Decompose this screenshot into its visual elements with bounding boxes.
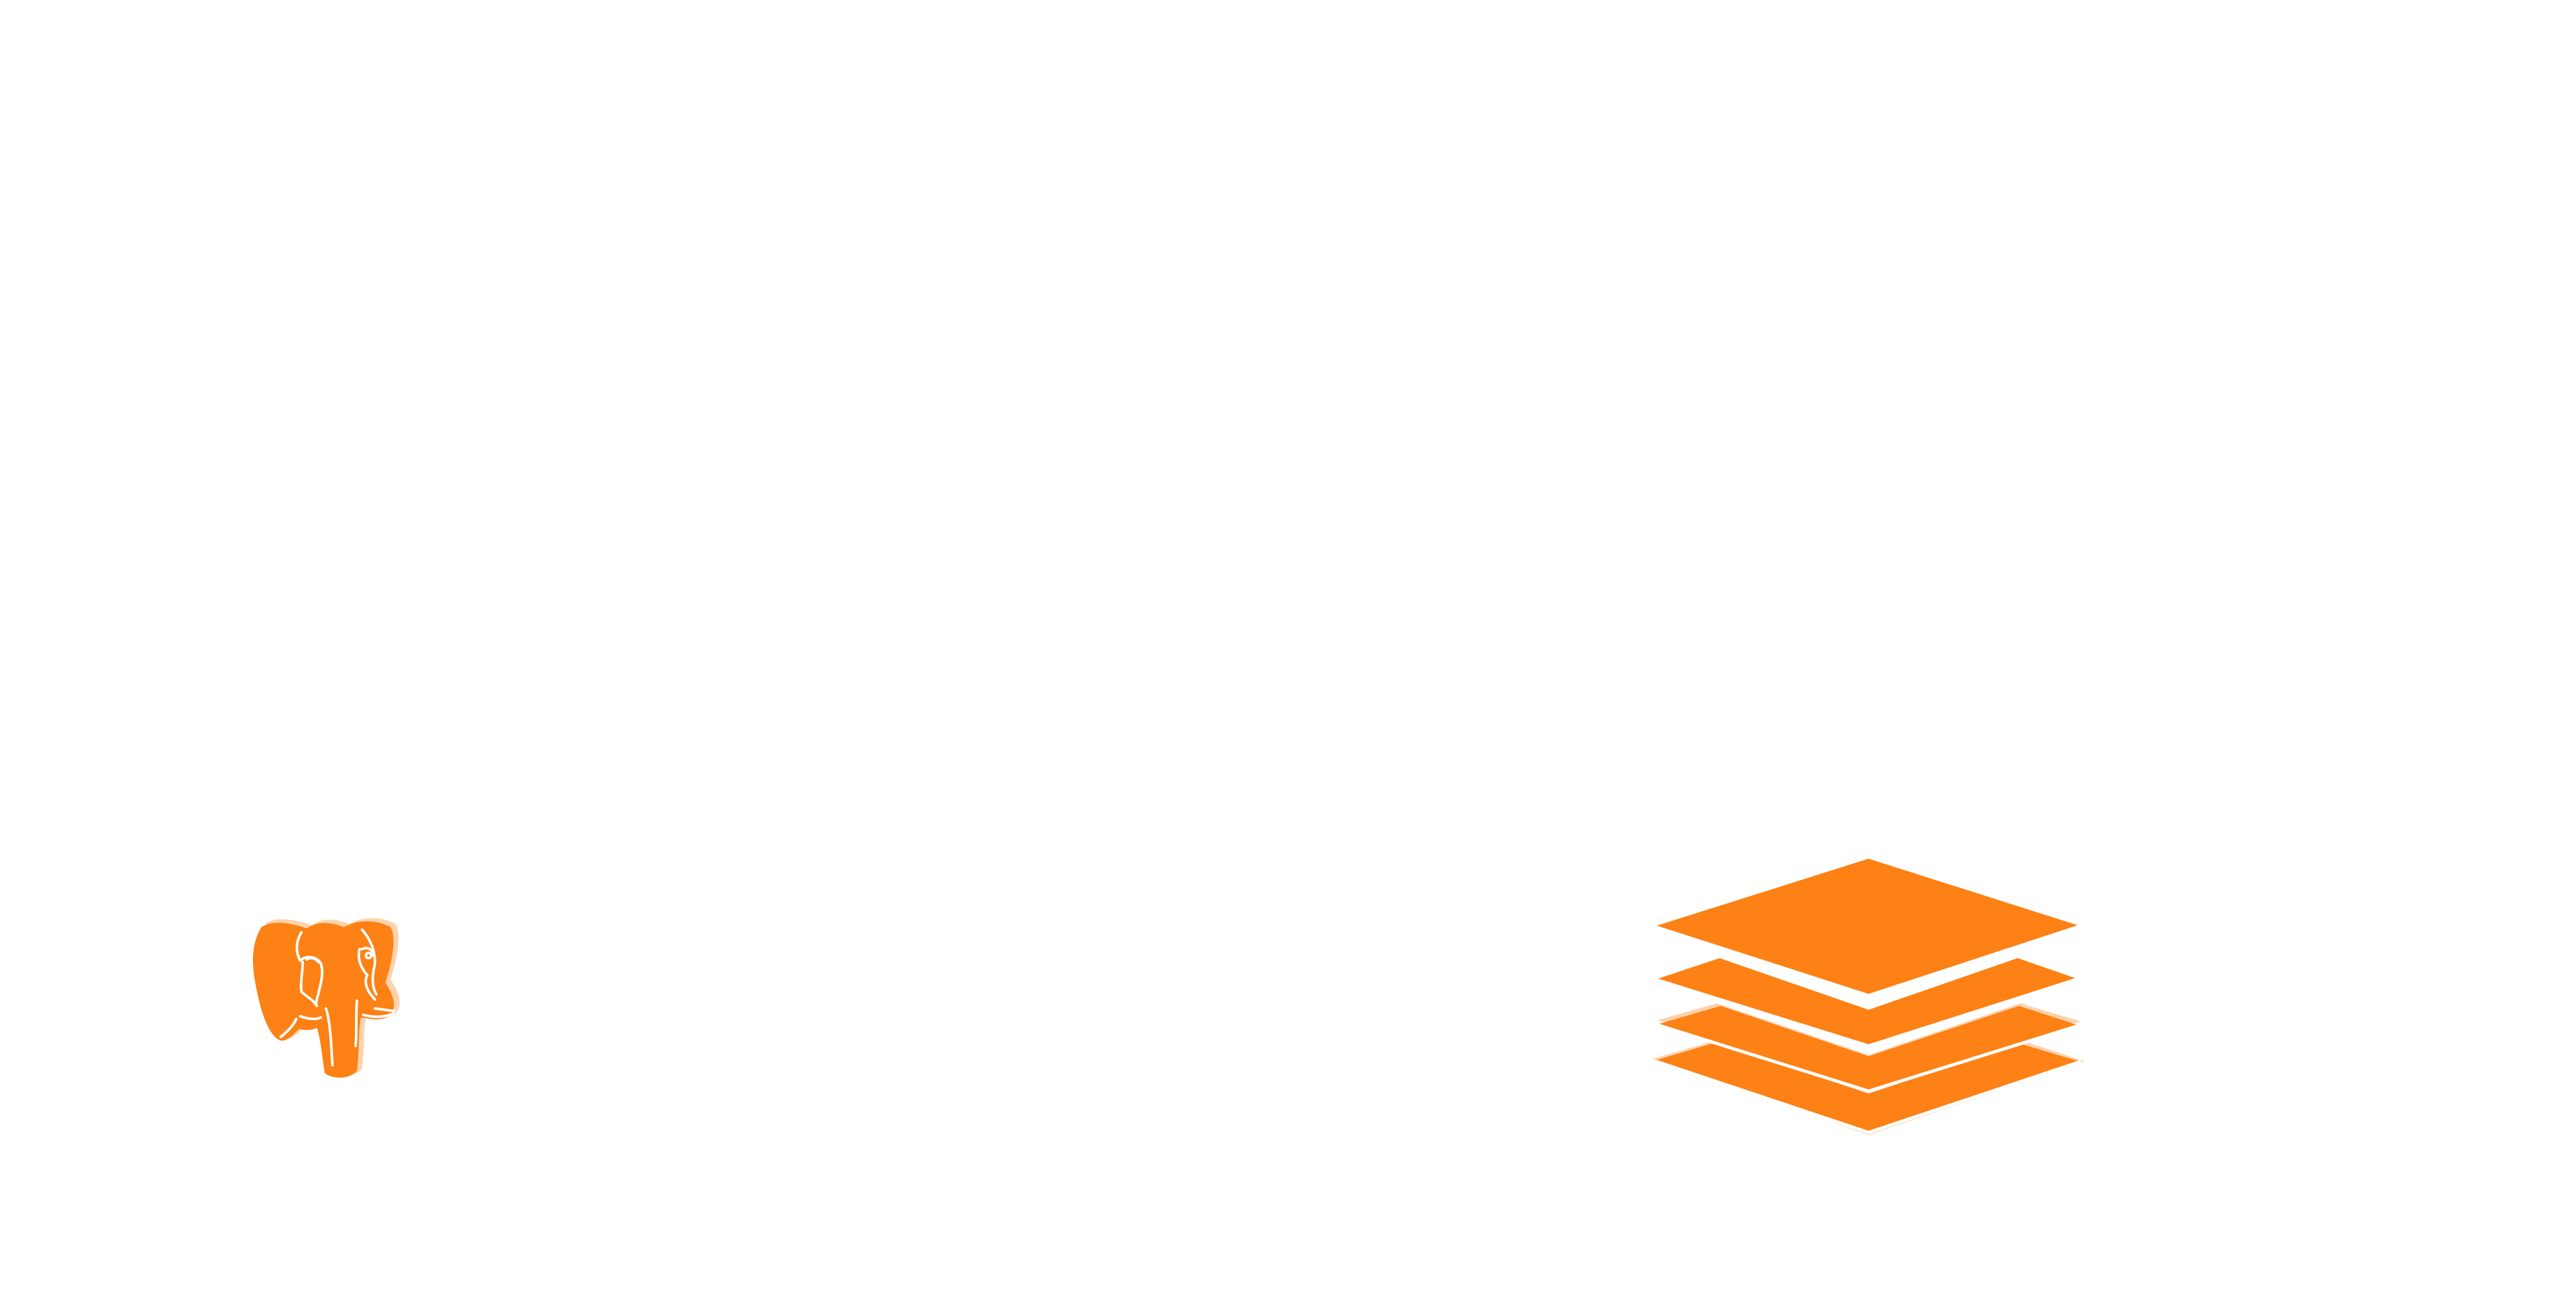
stacked-layers-icon — [1652, 859, 2085, 1135]
postgresql-elephant-icon — [252, 918, 400, 1078]
